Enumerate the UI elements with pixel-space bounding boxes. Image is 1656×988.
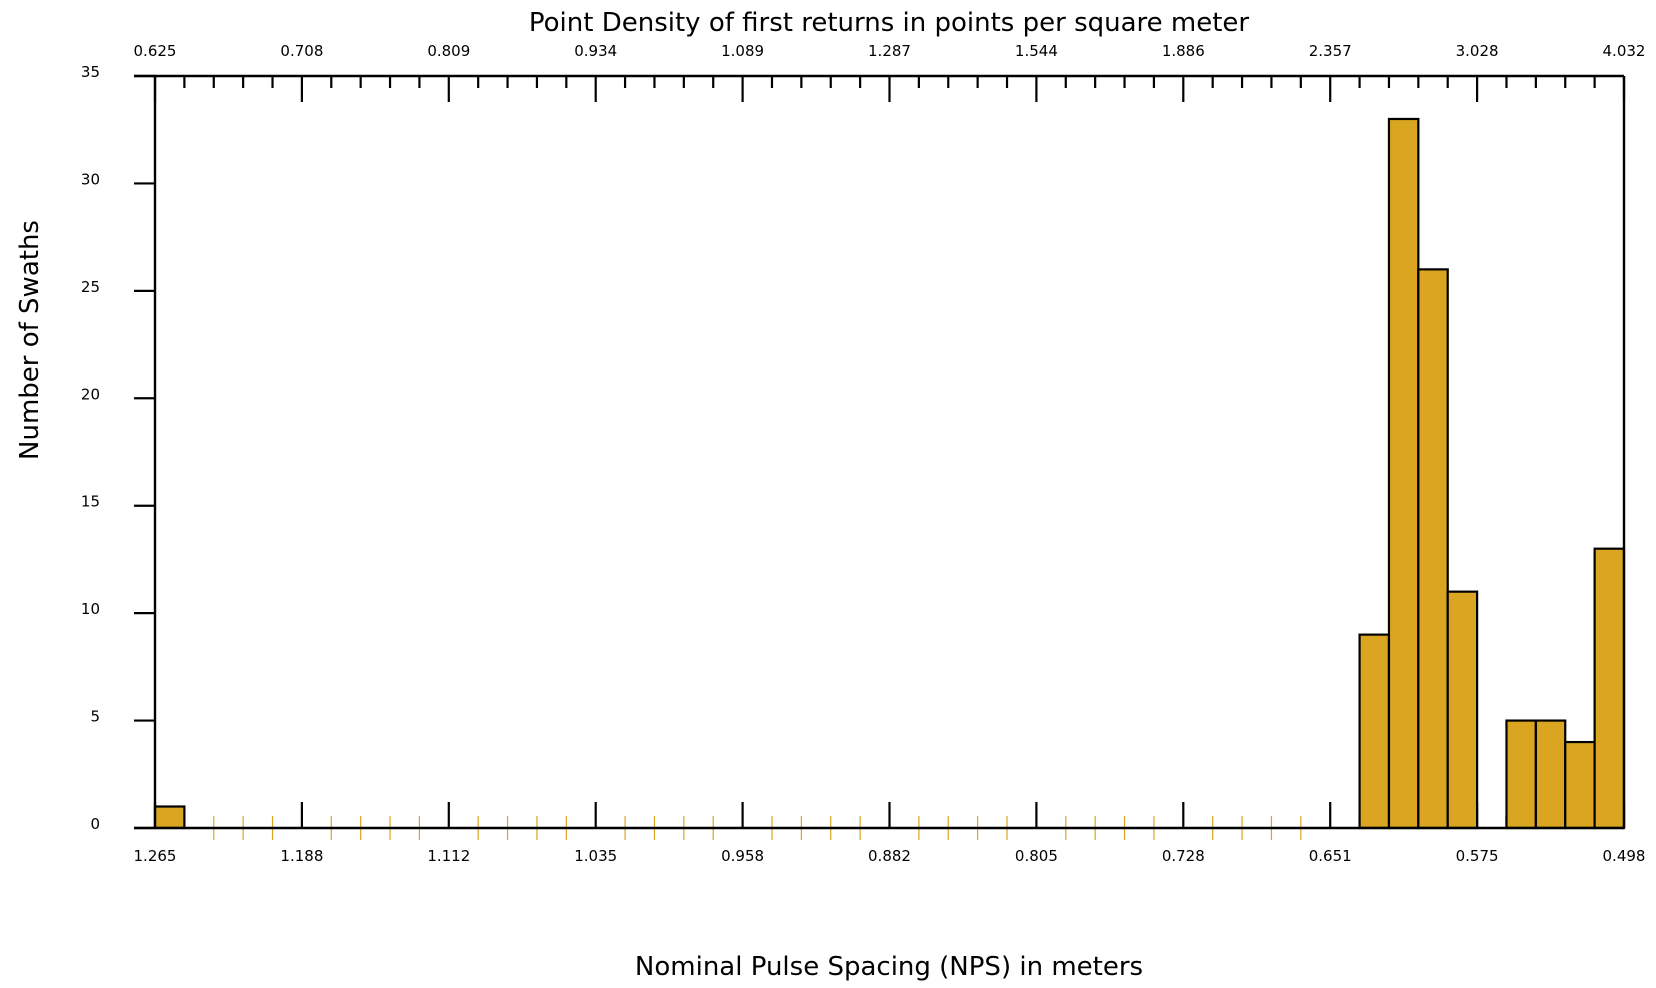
y-tick-label: 10 xyxy=(81,600,100,618)
histogram-bars xyxy=(153,117,1626,830)
bottom-tick-label: 1.188 xyxy=(280,847,323,865)
top-tick-label: 0.809 xyxy=(427,42,470,60)
y-tick-label: 30 xyxy=(81,170,100,188)
y-tick-label: 0 xyxy=(90,815,100,833)
histogram-bar xyxy=(1564,740,1596,830)
y-tick-label: 35 xyxy=(81,63,100,81)
top-tick-label: 1.089 xyxy=(721,42,764,60)
histogram-bar xyxy=(1593,547,1626,830)
y-axis-label: Number of Swaths xyxy=(15,220,45,460)
x-axis-label: Nominal Pulse Spacing (NPS) in meters xyxy=(635,952,1143,982)
histogram-bar xyxy=(153,805,186,830)
top-tick-label: 4.032 xyxy=(1603,42,1646,60)
bottom-tick-label: 1.265 xyxy=(134,847,177,865)
bottom-tick-label: 0.728 xyxy=(1162,847,1205,865)
y-tick-label: 15 xyxy=(81,493,100,511)
histogram-bar xyxy=(1358,633,1391,830)
plot-frame xyxy=(134,74,1626,830)
y-tick-label: 20 xyxy=(81,385,100,403)
bottom-tick-label: 1.112 xyxy=(427,847,470,865)
histogram-bar xyxy=(1387,117,1420,830)
bottom-tick-label: 1.035 xyxy=(574,847,617,865)
histogram-bar xyxy=(1534,719,1567,830)
y-tick-label: 25 xyxy=(81,278,100,296)
top-tick-label: 3.028 xyxy=(1456,42,1499,60)
top-tick-label: 0.934 xyxy=(574,42,617,60)
histogram-bar xyxy=(1446,590,1479,830)
bottom-tick-label: 0.958 xyxy=(721,847,764,865)
bottom-tick-label: 0.651 xyxy=(1309,847,1352,865)
histogram-bar xyxy=(1417,268,1449,830)
bottom-tick-label: 0.575 xyxy=(1456,847,1499,865)
top-tick-label: 2.357 xyxy=(1309,42,1352,60)
histogram-bar xyxy=(1505,719,1537,830)
top-tick-label: 1.287 xyxy=(868,42,911,60)
tick-labels: 0 5 10 15 20 25 30 35 1.265 1.188 1.112 1.035 0.958 0… xyxy=(81,42,1646,865)
y-tick-label: 5 xyxy=(90,708,100,726)
bottom-tick-label: 0.498 xyxy=(1603,847,1646,865)
top-tick-label: 0.708 xyxy=(280,42,323,60)
top-tick-label: 0.625 xyxy=(134,42,177,60)
bottom-tick-label: 0.882 xyxy=(868,847,911,865)
top-tick-label: 1.886 xyxy=(1162,42,1205,60)
top-tick-label: 1.544 xyxy=(1015,42,1058,60)
chart-title: Point Density of first returns in points… xyxy=(529,8,1250,38)
bottom-tick-label: 0.805 xyxy=(1015,847,1058,865)
